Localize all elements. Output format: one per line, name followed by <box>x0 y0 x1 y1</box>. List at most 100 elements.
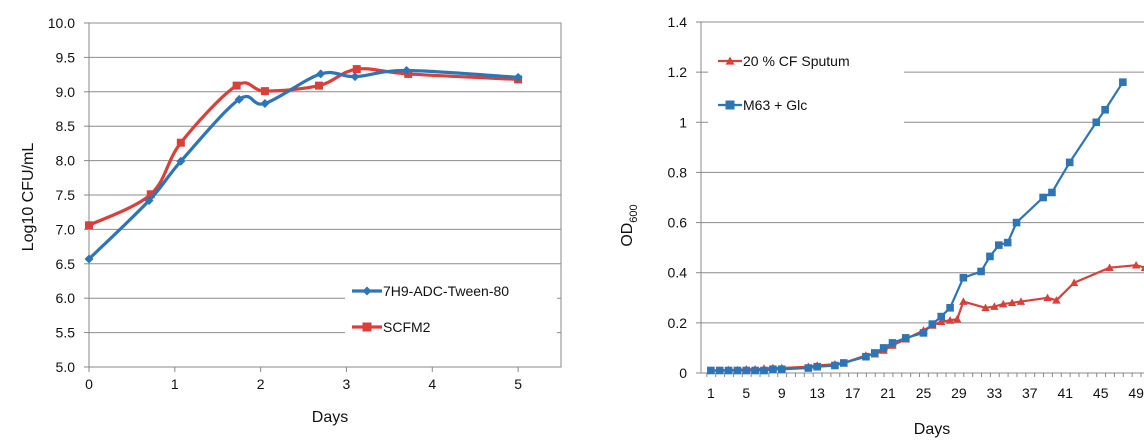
x-tick-label: 0 <box>85 376 93 392</box>
legend-marker <box>362 286 372 296</box>
data-point <box>144 196 154 206</box>
series-1 <box>85 65 523 230</box>
y-tick-label: 5.5 <box>56 325 76 341</box>
data-point <box>937 317 946 325</box>
data-point <box>769 365 777 374</box>
data-point <box>1131 260 1141 269</box>
data-point <box>777 365 786 374</box>
legend-label: 7H9-ADC-Tween-80 <box>383 283 509 299</box>
data-point <box>760 366 768 375</box>
legend: 7H9-ADC-Tween-80 SCFM2 <box>345 278 557 344</box>
data-point <box>1012 218 1021 227</box>
legend-background <box>708 40 904 124</box>
x-tick-label: 41 <box>1057 385 1073 401</box>
data-point <box>1065 158 1074 167</box>
data-point <box>804 364 813 372</box>
data-point <box>945 316 955 324</box>
data-point <box>986 252 994 261</box>
x-tick-label: 29 <box>951 385 967 401</box>
data-point <box>751 366 759 375</box>
data-point <box>1119 78 1127 86</box>
data-point <box>176 138 185 147</box>
x-axis-label: Days <box>312 409 348 426</box>
data-point <box>959 273 968 282</box>
y-axis-label: OD600 <box>619 204 640 246</box>
data-point <box>1052 296 1061 304</box>
data-point <box>1105 263 1114 272</box>
x-tick-label: 17 <box>845 385 861 401</box>
series-line <box>710 81 1124 372</box>
x-tick-label: 3 <box>343 376 351 392</box>
legend-label: SCFM2 <box>383 319 431 335</box>
y-tick-label: 0.2 <box>668 315 688 331</box>
legend-marker <box>725 100 735 110</box>
x-tick-label: 33 <box>987 385 1003 401</box>
data-point <box>733 366 742 375</box>
series-line <box>710 264 1144 372</box>
x-tick-label: 37 <box>1022 385 1038 401</box>
data-point <box>707 366 715 375</box>
data-point <box>1048 188 1056 197</box>
data-point <box>260 98 270 108</box>
data-point <box>879 344 888 352</box>
data-point <box>952 314 962 323</box>
data-point <box>813 362 821 371</box>
data-point <box>260 87 269 96</box>
data-point <box>176 156 186 166</box>
y-tick-label: 1.4 <box>668 14 688 30</box>
legend: 20 % CF Sputum M63 + Glc <box>708 40 904 124</box>
y-tick-label: 0.8 <box>668 164 688 180</box>
data-point <box>146 190 155 199</box>
x-tick-label: 4 <box>428 376 436 392</box>
y-tick-label: 7.0 <box>56 221 76 237</box>
x-tick-label: 2 <box>257 376 265 392</box>
y-tick-label: 0.6 <box>668 215 688 231</box>
series-0 <box>84 65 523 264</box>
y-tick-label: 9.0 <box>56 84 76 100</box>
x-tick-label: 13 <box>809 385 825 401</box>
series-1 <box>707 78 1127 375</box>
data-point <box>232 81 241 90</box>
cfu-growth-chart: 5.0 5.5 6.0 6.5 7.0 7.5 8.0 8.5 9.0 9.5 10.0 0 1 2 3 4 5… <box>20 15 562 426</box>
x-tick-label: 5 <box>514 376 522 392</box>
data-point <box>85 221 93 230</box>
data-point <box>919 329 928 337</box>
data-point <box>946 304 954 312</box>
x-tick-label: 1 <box>171 376 179 392</box>
data-point <box>84 254 94 264</box>
y-tick-label: 5.0 <box>56 359 76 375</box>
data-point <box>888 339 897 347</box>
x-axis-label: Days <box>914 421 950 438</box>
data-point <box>1039 193 1047 202</box>
data-point <box>1016 297 1026 305</box>
data-point <box>724 366 733 375</box>
data-point <box>1069 278 1079 287</box>
y-tick-label: 0.4 <box>668 265 688 281</box>
y-tick-label: 7.5 <box>56 187 76 203</box>
y-tick-label: 10.0 <box>48 15 75 31</box>
legend-marker <box>362 322 372 332</box>
data-point <box>999 299 1008 308</box>
series-0 <box>706 260 1144 374</box>
data-point <box>234 94 244 104</box>
data-point <box>1101 105 1109 114</box>
y-tick-label: 1.2 <box>668 64 688 80</box>
x-tick-label: 21 <box>880 385 896 401</box>
x-tick-label: 5 <box>742 385 750 401</box>
data-point <box>995 241 1003 249</box>
y-tick-label: 8.5 <box>56 118 76 134</box>
y-tick-label: 8.0 <box>56 153 76 169</box>
data-point <box>404 69 413 78</box>
x-tick-label: 49 <box>1128 385 1144 401</box>
data-point <box>1007 298 1017 307</box>
data-point <box>937 312 946 321</box>
data-point <box>352 65 361 74</box>
data-point <box>314 81 323 90</box>
data-point <box>901 334 910 342</box>
data-point <box>870 349 879 357</box>
x-tick-label: 1 <box>707 385 715 401</box>
data-point <box>1092 118 1101 127</box>
x-tick-label: 9 <box>778 385 786 401</box>
data-point <box>513 72 523 82</box>
data-point <box>316 69 326 79</box>
